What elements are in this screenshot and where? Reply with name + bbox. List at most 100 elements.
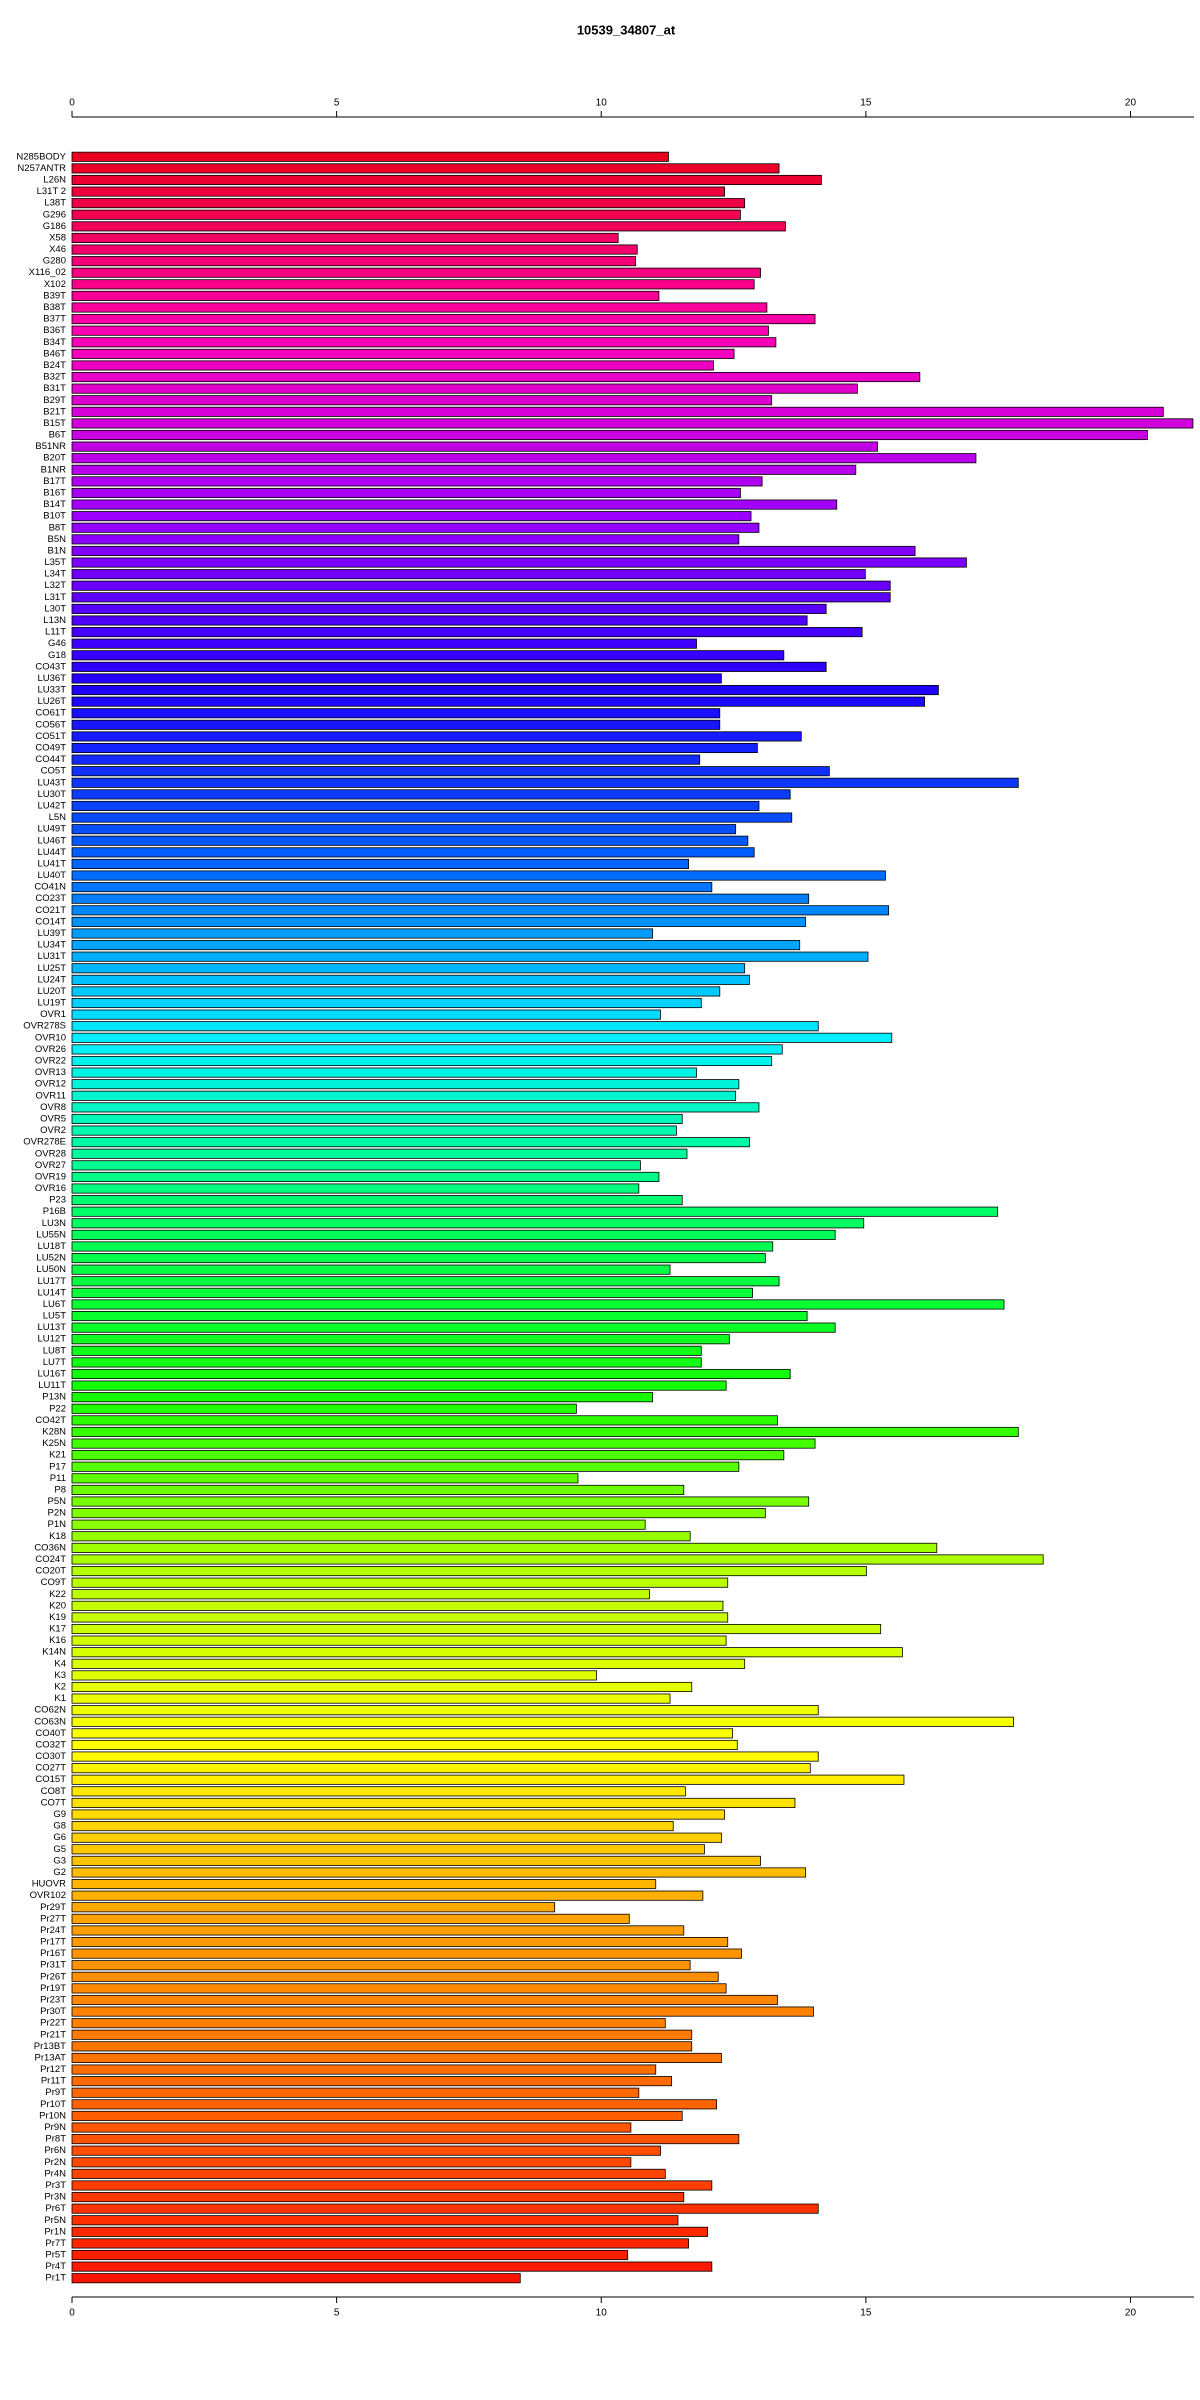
bar [71, 279, 755, 290]
bar [71, 1670, 597, 1681]
bar [71, 174, 822, 186]
bar [71, 1380, 727, 1391]
category-label: CO44T [35, 754, 66, 765]
bar [71, 2099, 718, 2110]
category-label: Pr26T [40, 1971, 66, 1982]
bar [71, 2087, 640, 2098]
bar [71, 928, 653, 939]
bar [71, 1160, 641, 1171]
category-label: CO41N [34, 882, 66, 893]
bar [71, 1797, 796, 1808]
category-label: OVR16 [35, 1183, 66, 1194]
bar [71, 1079, 740, 1090]
category-label: OVR1 [40, 1009, 66, 1020]
bar [71, 1716, 1014, 1727]
bar [71, 337, 777, 348]
category-label: LU8T [43, 1345, 66, 1356]
bar [71, 2168, 666, 2179]
bar [71, 2064, 657, 2075]
category-label: K18 [49, 1531, 66, 1542]
category-label: LU14T [37, 1287, 66, 1298]
category-label: LU34T [37, 940, 66, 951]
bar [71, 1426, 1019, 1437]
category-label: Pr7T [45, 2238, 66, 2249]
bar [71, 2203, 819, 2214]
bar [71, 1658, 746, 1669]
bar [71, 1044, 783, 1055]
category-label: Pr17T [40, 1937, 66, 1948]
category-label: LU43T [37, 777, 66, 788]
category-label: K16 [49, 1635, 66, 1646]
category-label: P17 [49, 1461, 66, 1472]
bar [71, 209, 741, 220]
category-label: CO62N [34, 1705, 66, 1716]
bar [71, 1171, 660, 1182]
category-label: OVR8 [40, 1102, 66, 1113]
bar [71, 545, 916, 556]
category-label: B24T [43, 360, 66, 371]
bar [71, 1368, 791, 1380]
category-label: P8 [54, 1484, 66, 1495]
bar [71, 372, 921, 383]
bar [71, 441, 878, 452]
category-label: Pr2N [44, 2157, 66, 2168]
category-label: K21 [49, 1450, 66, 1461]
category-label: Pr6T [45, 2203, 66, 2214]
category-label: OVR102 [30, 1890, 66, 1901]
category-label: P16B [43, 1206, 66, 1217]
category-label: CO63N [34, 1716, 66, 1727]
category-label: LU19T [37, 998, 66, 1009]
bar [71, 719, 721, 730]
category-label: Pr6N [44, 2145, 66, 2156]
bar [71, 2134, 740, 2145]
bar [71, 1554, 1044, 1565]
category-label: OVR2 [40, 1125, 66, 1136]
bar [71, 1936, 729, 1948]
category-label: X46 [49, 244, 66, 255]
category-label: Pr3N [44, 2192, 66, 2203]
category-label: Pr1N [44, 2226, 66, 2237]
category-label: Pr3T [45, 2180, 66, 2191]
bar [71, 2273, 521, 2284]
bar [71, 1855, 761, 1866]
bar [71, 2110, 683, 2121]
bar [71, 1322, 836, 1333]
category-label: LU46T [37, 835, 66, 846]
bar [71, 1542, 938, 1553]
bar [71, 2261, 713, 2272]
category-label: LU26T [37, 696, 66, 707]
bar [71, 870, 886, 881]
bar [71, 2018, 666, 2029]
bar [71, 1519, 646, 1530]
category-label: Pr11T [41, 2076, 66, 2087]
category-label: X102 [44, 279, 66, 290]
bar [71, 766, 830, 777]
bar [71, 893, 810, 904]
category-label: B36T [43, 325, 66, 336]
category-label: P13N [42, 1392, 66, 1403]
category-label: LU17T [37, 1276, 66, 1287]
bar [71, 754, 701, 765]
category-label: OVR278E [23, 1137, 66, 1148]
bar [71, 290, 660, 301]
bar [71, 1612, 729, 1623]
bar [71, 580, 891, 591]
bar [71, 940, 801, 951]
category-label: Pr21T [40, 2029, 66, 2040]
category-label: K2 [54, 1682, 66, 1693]
bar [71, 905, 890, 916]
category-label: Pr9N [44, 2122, 66, 2133]
category-label: LU55N [36, 1229, 66, 1240]
x-tick-label: 15 [860, 2308, 872, 2319]
bar [71, 858, 689, 869]
bar [71, 487, 741, 499]
category-label: CO23T [35, 893, 66, 904]
bar [71, 2029, 693, 2040]
bar [71, 1334, 730, 1345]
x-tick-label: 5 [334, 2308, 340, 2319]
category-label: OVR5 [40, 1113, 66, 1124]
bar [71, 325, 769, 336]
x-tick-label: 15 [860, 98, 872, 109]
category-label: L30T [44, 603, 66, 614]
category-label: B6T [49, 430, 67, 441]
